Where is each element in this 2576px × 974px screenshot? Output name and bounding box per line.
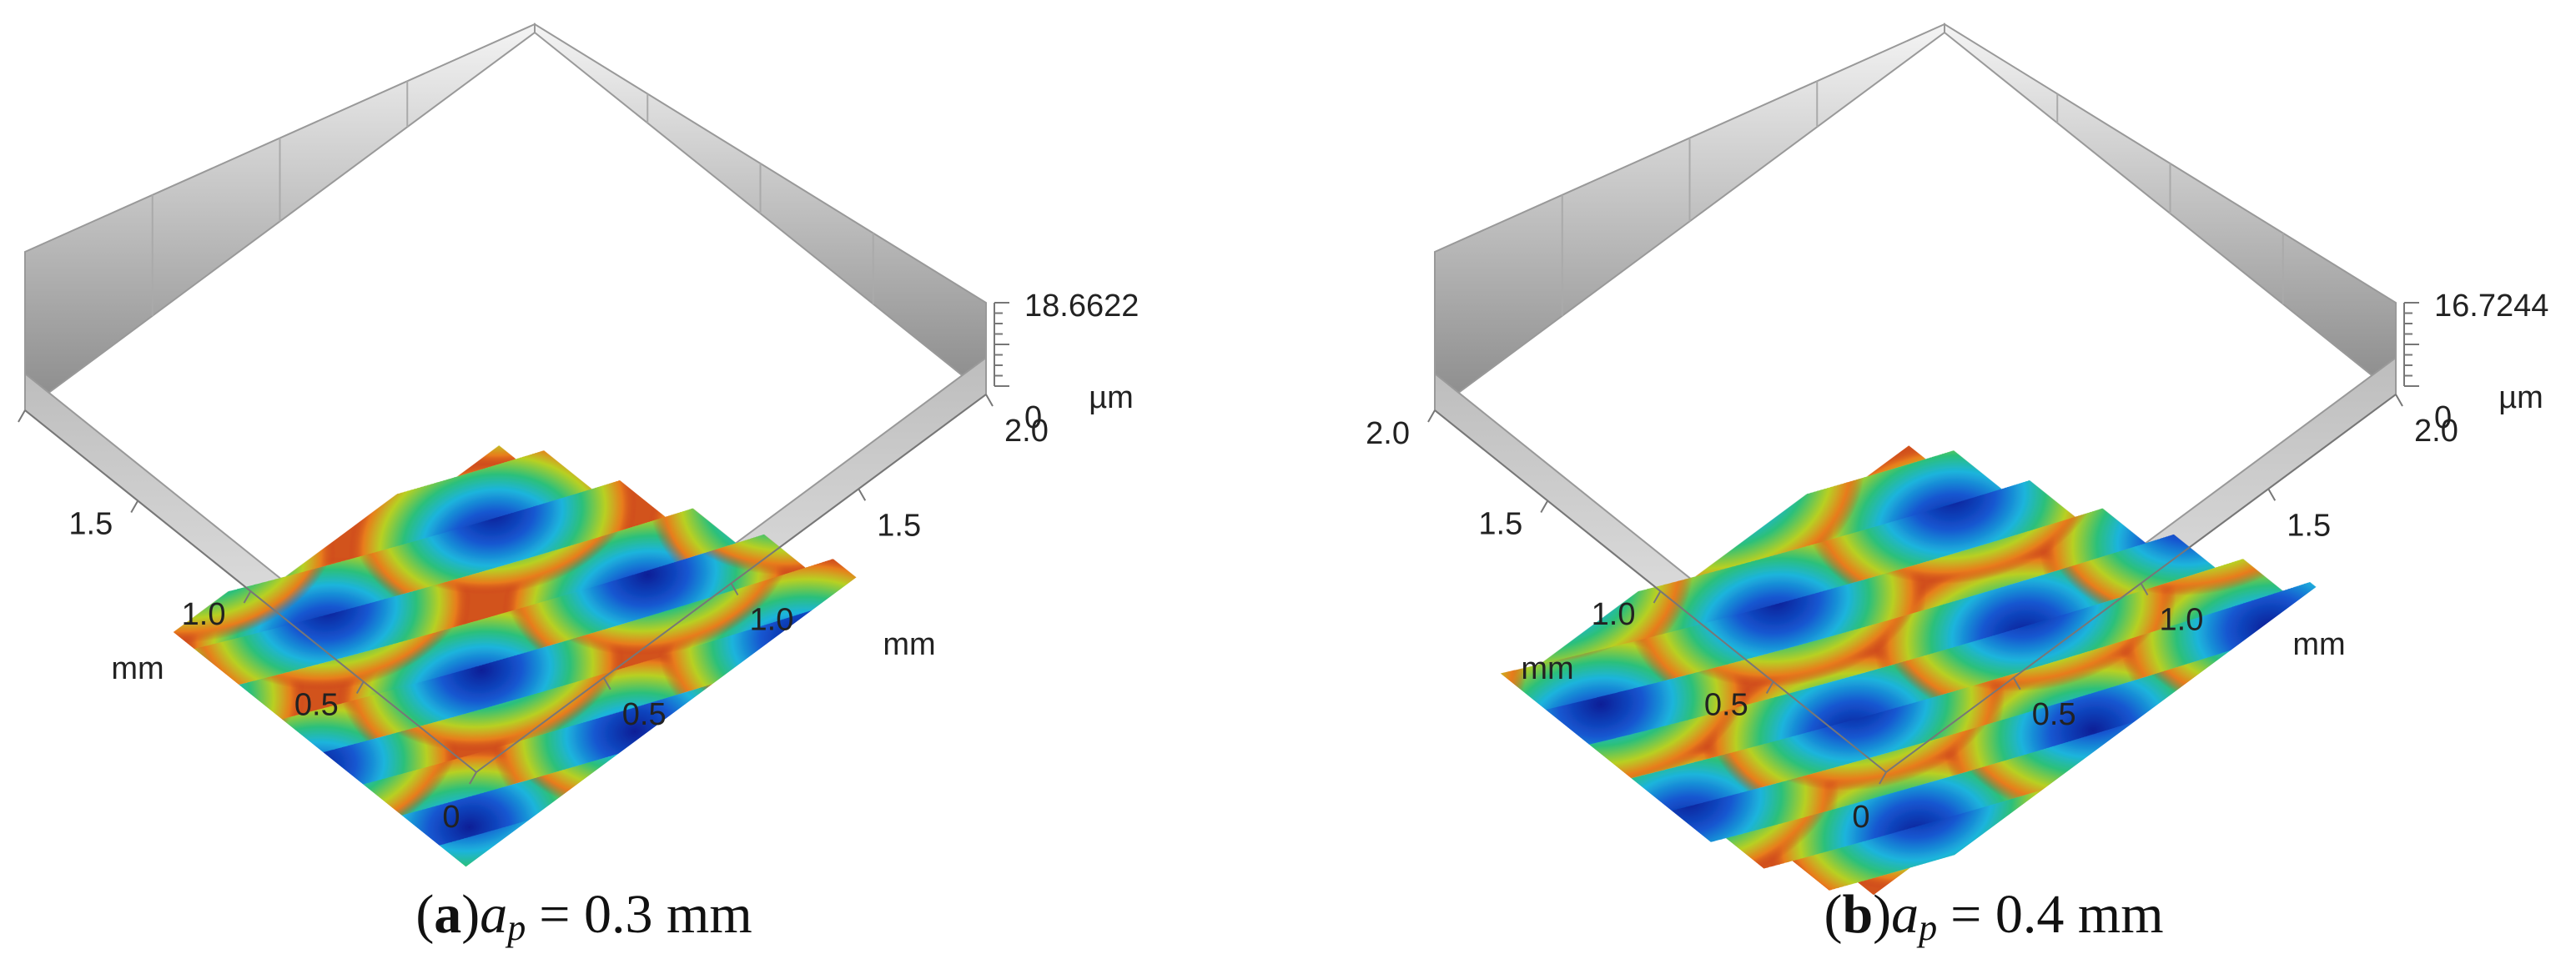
surface-clip: [25, 0, 986, 736]
tick-mark: [130, 500, 139, 513]
z-tick-label: 0: [1024, 400, 1042, 435]
tick-mark: [1427, 409, 1436, 423]
x-tick-label: 2.0: [1004, 414, 1049, 449]
caption-part: = 0.3 mm: [539, 884, 752, 945]
x-axis-unit: mm: [883, 627, 935, 662]
tick-mark: [730, 583, 739, 595]
surface: [25, 0, 986, 736]
tick-mark: [985, 394, 994, 407]
x-tick-label: 0.5: [2032, 697, 2076, 732]
y-tick-label: 0.5: [1704, 688, 1748, 723]
y-axis-unit: mm: [1521, 651, 1573, 686]
tick-mark: [1879, 771, 1887, 785]
y-tick-label: 1.0: [1592, 597, 1636, 632]
tick-mark: [2395, 394, 2403, 407]
x-tick-label: 1.0: [750, 603, 794, 638]
caption-part: = 0.4 mm: [1950, 884, 2163, 945]
caption-part: a: [480, 884, 507, 945]
dimple: [381, 12, 668, 232]
y-tick-label: 0: [442, 800, 460, 835]
y-tick-label: 2.0: [1366, 416, 1410, 451]
z-axis-unit: µm: [2498, 380, 2543, 415]
y-tick-label: 0: [1852, 800, 1869, 835]
z-axis-unit: µm: [1089, 380, 1134, 415]
caption-part: p: [505, 907, 526, 948]
tick-mark: [355, 681, 365, 694]
z-tick-label: 18.6622: [1024, 289, 1139, 324]
tick-mark: [858, 488, 867, 501]
tick-mark: [243, 590, 252, 604]
z-tick-label: 16.7244: [2434, 289, 2548, 324]
panel: 0 0.5 1.0 1.5 2.0 mm 0.5 1.0 1.5 2.0 mm 0 16.7244 µm (…: [1366, 0, 2548, 948]
x-axis-unit: mm: [2292, 627, 2345, 662]
caption-part: p: [1916, 907, 1937, 948]
tick-mark: [1765, 681, 1774, 694]
y-tick-label: 1.5: [1478, 507, 1522, 542]
caption-part: (: [1824, 884, 1842, 945]
tick-mark: [1540, 500, 1549, 513]
caption: (b)ap = 0.4 mm: [1824, 884, 2163, 948]
tick-mark: [1653, 590, 1662, 604]
caption-part: (: [415, 884, 434, 945]
caption-part: ): [1873, 884, 1891, 945]
y-tick-label: 0.5: [294, 688, 339, 723]
y-tick-label: 1.0: [182, 597, 226, 632]
x-tick-label: 1.5: [877, 508, 921, 543]
tick-mark: [2140, 583, 2149, 595]
x-tick-label: 1.5: [2287, 508, 2331, 543]
caption: (a)ap = 0.3 mm: [415, 884, 752, 948]
z-tick-label: 0: [2434, 400, 2452, 435]
y-tick-label: 1.5: [68, 507, 113, 542]
x-tick-label: 2.0: [2414, 414, 2458, 449]
caption-part: ): [461, 884, 480, 945]
tick-mark: [18, 409, 26, 423]
tick-mark: [469, 771, 477, 785]
panel: 00.51.01.52.0mm0.51.01.52.0mm018.6622µm(…: [18, 0, 1139, 948]
tick-mark: [602, 677, 611, 690]
caption-part: a: [434, 884, 461, 945]
caption-part: a: [1891, 884, 1919, 945]
x-tick-label: 1.0: [2160, 603, 2204, 638]
tick-mark: [2267, 488, 2277, 501]
y-axis-unit: mm: [111, 651, 164, 686]
tick-mark: [2012, 677, 2021, 690]
x-tick-label: 0.5: [622, 697, 667, 732]
caption-part: b: [1842, 884, 1873, 945]
